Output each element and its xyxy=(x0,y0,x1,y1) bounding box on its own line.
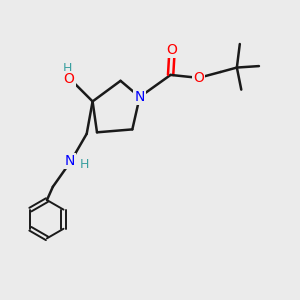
Text: H: H xyxy=(80,158,89,171)
Text: N: N xyxy=(134,90,145,104)
Text: O: O xyxy=(193,71,204,85)
Text: O: O xyxy=(64,72,74,86)
Text: N: N xyxy=(65,154,75,168)
Text: O: O xyxy=(167,43,178,57)
Text: H: H xyxy=(63,61,72,75)
